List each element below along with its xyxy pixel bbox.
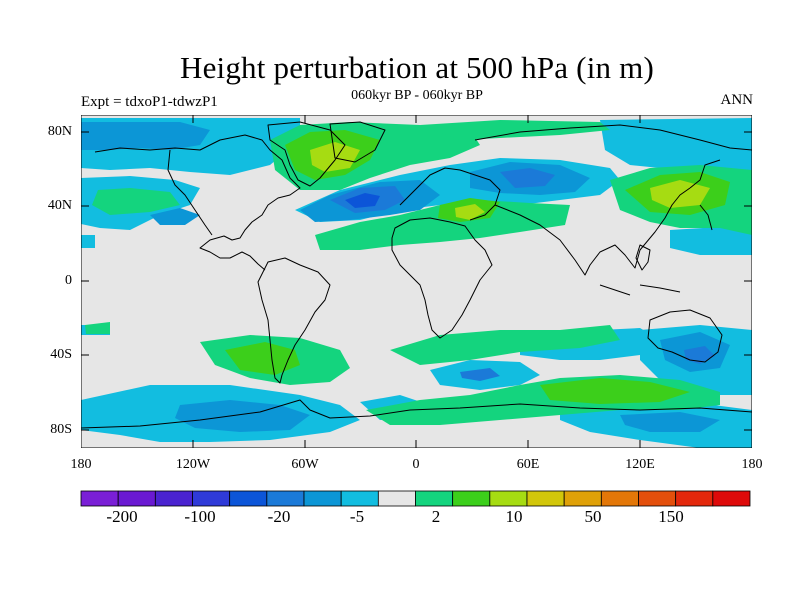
colorbar-swatch <box>415 490 454 507</box>
colorbar-swatch <box>377 490 416 507</box>
colorbar-swatch <box>563 490 602 507</box>
colorbar <box>80 490 751 507</box>
colorbar-swatch <box>600 490 639 507</box>
colorbar-label: 50 <box>584 507 602 526</box>
colorbar-swatch <box>638 490 677 507</box>
colorbar-swatch <box>675 490 714 507</box>
colorbar-label: -5 <box>349 507 365 526</box>
lon-label-180w: 180 <box>70 457 92 472</box>
lon-label-180e: 180 <box>741 457 763 472</box>
colorbar-swatch <box>452 490 491 507</box>
colorbar-swatch <box>489 490 528 507</box>
colorbar-swatch <box>712 490 751 507</box>
plot-subtitle: 060kyr BP - 060kyr BP <box>351 88 483 103</box>
colorbar-label: 2 <box>431 507 441 526</box>
colorbar-label: -100 <box>184 507 216 526</box>
coastlines <box>81 121 752 429</box>
lon-label-60e: 60E <box>516 457 540 472</box>
colorbar-swatch <box>303 490 342 507</box>
colorbar-swatch <box>80 490 119 507</box>
colorbar-label: 150 <box>658 507 684 526</box>
colorbar-swatch <box>229 490 268 507</box>
experiment-label: Expt = tdxoP1-tdwzP1 <box>81 94 218 110</box>
colorbar-swatch <box>154 490 193 507</box>
plot-title: Height perturbation at 500 hPa (in m) <box>179 50 655 85</box>
lat-label-40n: 40N <box>47 198 72 213</box>
lon-label-120w: 120W <box>175 457 211 472</box>
lat-label-80s: 80S <box>50 422 72 437</box>
lat-label-0: 0 <box>65 273 72 288</box>
map-panel <box>81 115 752 448</box>
lon-label-0: 0 <box>412 457 420 472</box>
lon-label-60w: 60W <box>291 457 319 472</box>
colorbar-label: -200 <box>106 507 138 526</box>
colorbar-swatch <box>340 490 379 507</box>
colorbar-swatch <box>192 490 231 507</box>
colorbar-label: -20 <box>267 507 291 526</box>
colorbar-swatch <box>117 490 156 507</box>
colorbar-swatch <box>266 490 305 507</box>
axis-ticks <box>81 115 752 448</box>
lat-label-40s: 40S <box>50 347 72 362</box>
contour-dark-blue <box>345 193 380 208</box>
colorbar-swatch <box>526 490 565 507</box>
season-label: ANN <box>720 92 754 108</box>
lat-label-80n: 80N <box>47 124 72 139</box>
lon-label-120e: 120E <box>625 457 655 472</box>
colorbar-label: 10 <box>505 507 523 526</box>
